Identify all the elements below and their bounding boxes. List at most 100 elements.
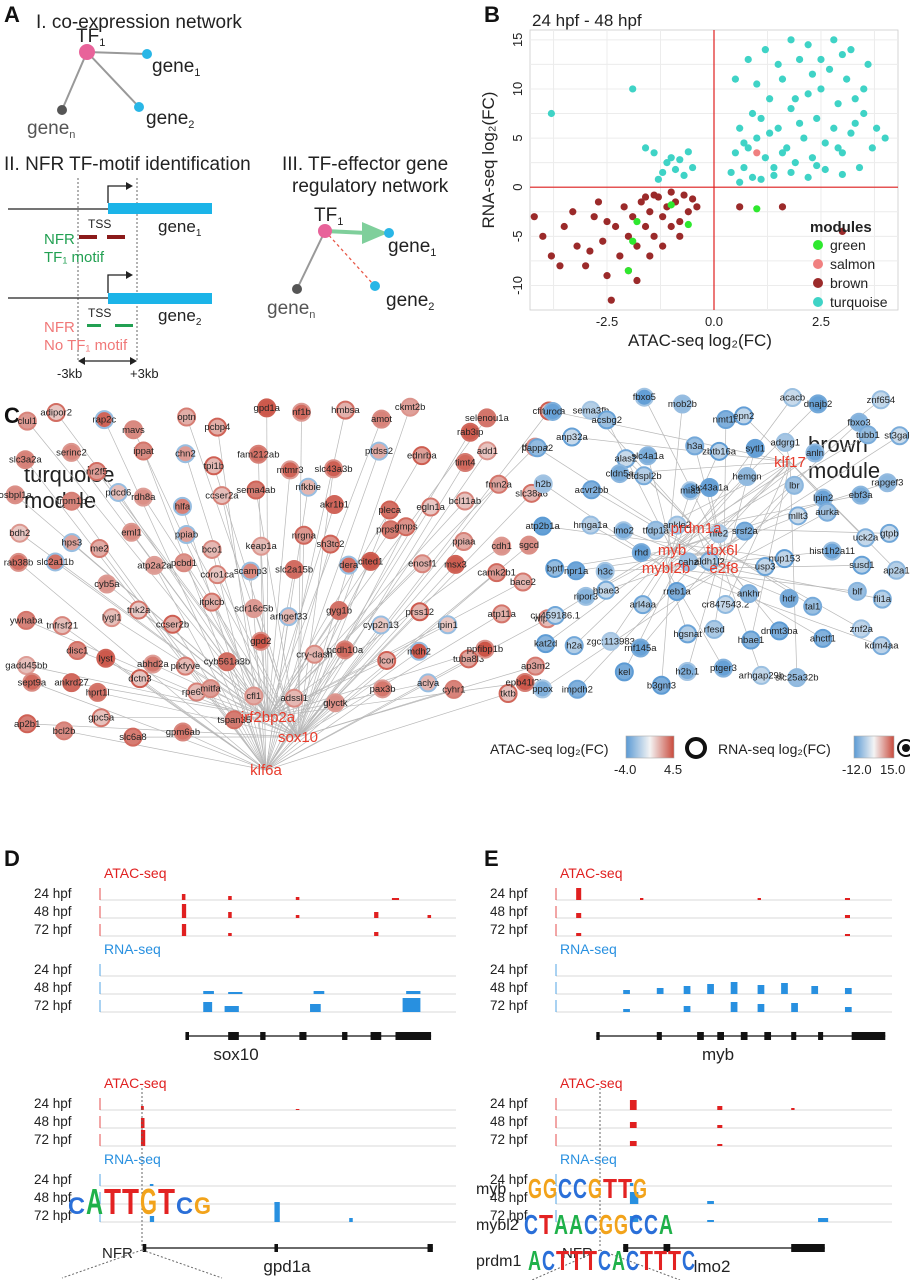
gene-label: myb — [702, 1045, 734, 1064]
network-node-label: cited1 — [358, 556, 383, 567]
point-turquoise — [727, 168, 735, 177]
signal-peak — [683, 1006, 691, 1012]
point-green — [684, 220, 692, 229]
point-brown — [667, 222, 675, 231]
panel-c-legends: ATAC-seq log₂(FC) -4.0 4.5 RNA-seq log₂(… — [490, 735, 910, 777]
network-node: hbae3 — [593, 580, 619, 600]
network-node-label: pax3b — [370, 684, 396, 695]
motif-letter: C — [68, 1193, 85, 1220]
network-node-label: ap2a1 — [883, 565, 909, 576]
network-node: cahz — [678, 552, 699, 572]
hub-label-e2f8: e2f8 — [709, 560, 738, 577]
network-node-label: b3gnt3 — [647, 680, 676, 691]
point-brown — [684, 208, 692, 216]
network-node: mia3 — [680, 481, 701, 501]
edge-tf-gene1 — [86, 51, 148, 55]
network-node-label: scamp3 — [234, 566, 267, 577]
signal-peak — [623, 1009, 630, 1012]
network-node: ebf3a — [849, 485, 873, 505]
network-node: nrgna — [292, 525, 317, 545]
network-node: abhd2a — [137, 654, 169, 674]
nfr-label-1: NFR — [44, 231, 75, 248]
motif-name-mybl2: mybl2 — [476, 1217, 519, 1234]
exon — [142, 1244, 147, 1252]
network-node: srsf2a — [732, 521, 758, 541]
network-node: atp2b1a — [525, 516, 561, 536]
signal-peak — [730, 1002, 738, 1012]
network-node: kdm4aa — [865, 636, 899, 656]
network-node: pcbd1 — [171, 553, 197, 573]
network-node: tfdp1a — [643, 520, 670, 540]
network-node: bdh2 — [9, 523, 30, 543]
signal-peak — [149, 1202, 154, 1204]
motif-letter: C — [629, 1209, 643, 1240]
network-node-label: pappa2 — [521, 443, 553, 454]
network-node: add1 — [477, 441, 498, 461]
network-node-label: anln — [806, 448, 824, 459]
network-node-label: bcl11ab — [449, 496, 482, 507]
signal-peak — [310, 1004, 321, 1012]
network-node-label: lmo2 — [613, 526, 634, 537]
network-node: slc43a3b — [315, 459, 353, 479]
hub-label-mybl2b: mybl2b — [642, 560, 690, 577]
point-brown — [676, 217, 684, 226]
network-node: pcdh10a — [327, 640, 364, 660]
section3-title: III. TF-effector gene — [282, 154, 448, 175]
network-node: rab3ip — [457, 422, 483, 442]
signal-peak — [149, 1216, 155, 1222]
point-turquoise — [676, 156, 684, 164]
motif-letter: G — [543, 1173, 557, 1204]
point-turquoise — [736, 124, 744, 132]
effector-edge — [324, 229, 368, 235]
point-turquoise — [800, 134, 808, 142]
nfr-label: NFR — [562, 1245, 593, 1262]
point-brown — [736, 203, 744, 211]
hpf-label: 48 hpf — [490, 980, 528, 995]
point-turquoise — [851, 95, 859, 103]
network-node: disc1 — [66, 640, 88, 660]
network-node: adgrg1 — [770, 432, 800, 452]
motif-letter: C — [524, 1209, 538, 1240]
point-brown — [689, 195, 697, 203]
point-turquoise — [770, 163, 778, 172]
network-node: dnajb2 — [804, 394, 832, 414]
network-node: tnk2a — [127, 600, 151, 620]
network-node-label: cu459186.1 — [530, 610, 580, 621]
motif-letter: C — [176, 1193, 193, 1220]
signal-peak — [228, 912, 232, 918]
network-node: sh3tc2 — [316, 534, 344, 554]
point-brown — [659, 213, 667, 221]
network-node-label: h2b.1 — [675, 667, 699, 678]
network-node: sept9a — [18, 672, 47, 692]
point-turquoise — [791, 95, 799, 103]
network-node-label: rap2c — [92, 415, 116, 426]
network-node: rapgef3 — [871, 473, 903, 493]
y-tick-label: 10 — [510, 82, 525, 96]
network-node: sgcd — [519, 535, 539, 555]
network-node-label: ipin1 — [438, 620, 458, 631]
point-brown — [573, 242, 581, 250]
exon — [342, 1032, 348, 1040]
network-node: ippat — [133, 441, 154, 461]
network-node: ckmt2b — [395, 397, 425, 417]
network-node-label: rdh8a — [131, 492, 156, 503]
hpf-label: 24 hpf — [34, 886, 72, 901]
network-node: gadd45bb — [5, 655, 48, 675]
tf1-label-net: TF1 — [314, 205, 343, 228]
network-node-label: hgsnat — [673, 629, 702, 640]
network-node-label: ptger3 — [710, 663, 737, 674]
network-node: pappa2 — [521, 438, 553, 458]
network-node: pikfyve — [171, 656, 200, 676]
network-node-label: arhgef33 — [270, 612, 308, 623]
network-node: cyb5a — [94, 574, 120, 594]
network-node: tal1 — [803, 596, 823, 616]
network-node: dctn3 — [128, 669, 152, 689]
motif-letter: T — [104, 1181, 121, 1222]
point-turquoise — [684, 148, 692, 156]
point-brown — [586, 247, 594, 255]
point-green — [624, 267, 633, 275]
signal-peak — [402, 998, 421, 1012]
network-node-label: ppiaa — [452, 536, 476, 547]
network-node: mdh2 — [407, 641, 431, 661]
